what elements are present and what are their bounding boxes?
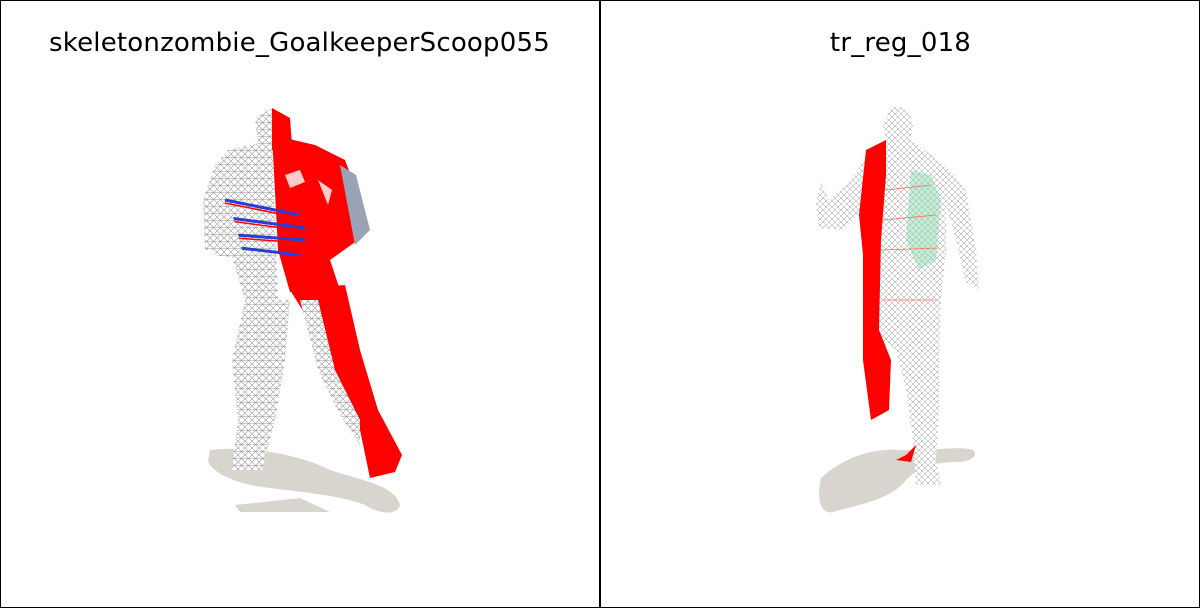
body-mesh xyxy=(816,106,979,486)
ground-shadow xyxy=(819,448,976,513)
panel-left: skeletonzombie_GoalkeeperScoop055 xyxy=(0,0,599,608)
arm-mesh xyxy=(203,200,245,260)
panel-divider xyxy=(599,0,601,608)
claws xyxy=(224,198,306,257)
left-leg-mesh xyxy=(232,300,290,470)
head-red xyxy=(272,108,292,150)
zombie-mesh-render xyxy=(203,108,402,513)
panel-right-title: tr_reg_018 xyxy=(829,28,972,58)
green-tint xyxy=(906,170,941,270)
head-mesh xyxy=(255,108,272,150)
panel-left-title: skeletonzombie_GoalkeeperScoop055 xyxy=(49,28,550,58)
human-mesh-render xyxy=(816,106,979,513)
panel-right: tr_reg_018 xyxy=(601,0,1200,608)
red-shading xyxy=(859,140,891,420)
